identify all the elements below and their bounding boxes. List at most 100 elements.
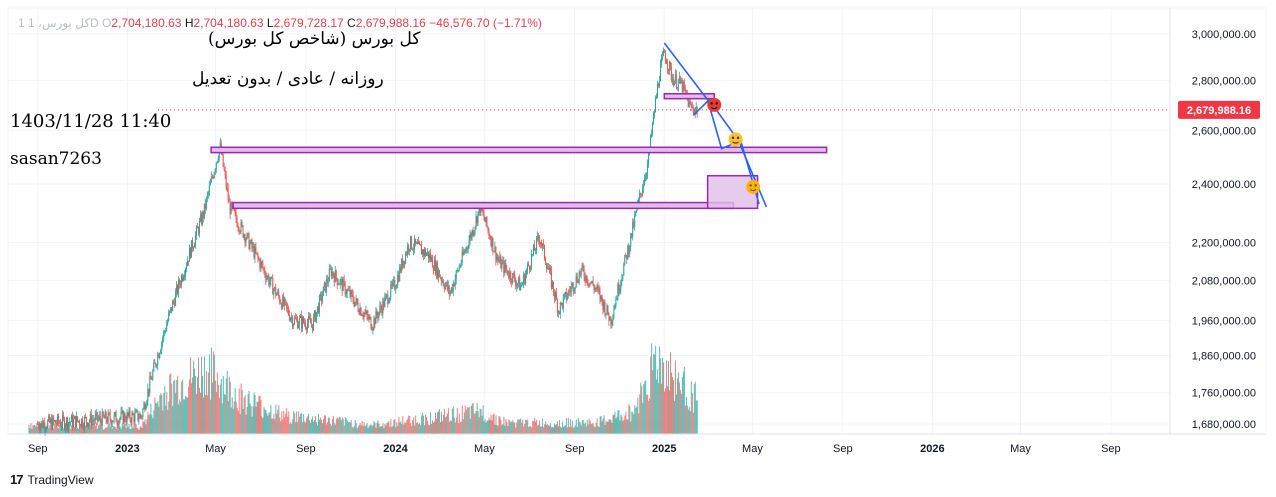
candle-body — [68, 422, 70, 424]
last-price-line: 2,679,988.16 — [158, 100, 1260, 119]
candle-body — [89, 413, 91, 421]
candle-body — [334, 270, 336, 283]
candle-body — [408, 245, 410, 251]
volume-bar — [592, 423, 594, 434]
volume-bar — [380, 426, 382, 434]
candle-body — [470, 234, 472, 238]
secondary-path-line — [693, 98, 768, 208]
volume-bar — [484, 419, 486, 434]
candle-body — [462, 251, 464, 255]
candle-body — [569, 291, 571, 293]
volume-bar — [571, 420, 573, 434]
candle-body — [87, 423, 89, 427]
candle-body — [678, 76, 680, 81]
volume-bar — [151, 415, 153, 434]
candle-body — [512, 273, 514, 283]
volume-bar — [430, 411, 432, 434]
volume-bar — [323, 415, 325, 434]
volume-bar — [442, 414, 444, 434]
volume-bar — [280, 421, 282, 434]
candle-body — [134, 412, 136, 422]
volume-bar — [591, 423, 593, 434]
candle-body — [372, 327, 374, 331]
volume-bar — [433, 422, 435, 434]
candle-body — [258, 257, 260, 260]
candle-body — [135, 411, 137, 413]
volume-bar — [642, 402, 644, 434]
candle-body — [429, 253, 431, 261]
candle-body — [548, 267, 550, 270]
volume-bar — [53, 428, 55, 434]
candle-body — [108, 412, 110, 414]
candle-body — [424, 249, 426, 256]
volume-bar — [325, 424, 327, 434]
volume-bar — [334, 424, 336, 434]
candle-body — [437, 270, 439, 279]
candle-body — [325, 279, 327, 293]
candle-body — [139, 414, 141, 419]
volume-bar — [210, 347, 212, 434]
candle-body — [113, 414, 115, 421]
candle-body — [627, 246, 629, 260]
volume-bar — [408, 415, 410, 434]
candle-body — [412, 248, 414, 250]
volume-bar — [423, 415, 425, 434]
volume-bar — [421, 415, 423, 434]
candle-body — [433, 260, 435, 271]
candle-body — [681, 80, 683, 92]
candle-body — [677, 80, 679, 88]
volume-bar — [371, 426, 373, 434]
volume-bar — [542, 418, 544, 434]
volume-bar — [237, 410, 239, 434]
volume-bar — [491, 420, 493, 434]
candle-body — [184, 275, 186, 278]
time-axis[interactable]: Sep 2023 May Sep 2024 May Sep 2025 May Sep 2026 May… — [8, 433, 1266, 455]
candle-body — [402, 258, 404, 268]
candle-body — [380, 305, 382, 309]
candle-body — [634, 215, 636, 227]
tradingview-logo-icon[interactable]: 17 — [10, 472, 24, 487]
volume-bar — [583, 423, 585, 434]
candle-body — [281, 303, 283, 309]
volume-bar — [150, 403, 152, 434]
volume-bar — [502, 424, 504, 434]
candle-body — [355, 298, 357, 303]
drawings[interactable] — [210, 42, 828, 210]
volume-bar — [227, 401, 229, 434]
volume-bar — [114, 427, 116, 434]
price-tick-label: 2,080,000.00 — [1192, 275, 1256, 287]
candle-body — [643, 185, 645, 189]
candle-body — [461, 251, 463, 263]
volume-bar — [548, 425, 550, 434]
candle-body — [411, 236, 413, 249]
candle-body — [107, 412, 109, 423]
volume-bar — [584, 422, 586, 434]
price-axis[interactable]: 3,000,000.00 2,800,000.00 2,600,000.00 2,40… — [1169, 8, 1256, 434]
volume-bar — [270, 405, 272, 434]
volume-bar — [324, 415, 326, 434]
volume-bar — [489, 420, 491, 434]
volume-bar — [183, 399, 185, 434]
candle-body — [374, 317, 376, 325]
candle-body — [340, 279, 342, 281]
tradingview-brand[interactable]: TradingView — [27, 472, 94, 487]
candle-body — [616, 299, 618, 301]
volume-bar — [441, 421, 443, 434]
candle-body — [163, 331, 165, 339]
footer[interactable]: 17 TradingView — [10, 472, 94, 487]
volume-bar — [264, 409, 266, 434]
volume-bar — [133, 427, 135, 434]
candle-body — [596, 286, 598, 289]
volume-bar — [439, 422, 441, 434]
volume-bar — [160, 393, 162, 434]
volume-bar — [63, 428, 65, 434]
candle-body — [165, 331, 167, 333]
candle-body — [351, 290, 353, 295]
volume-bar — [159, 395, 161, 434]
volume-bar — [30, 423, 32, 434]
volume-bar — [505, 418, 507, 434]
candle-body — [445, 282, 447, 286]
candle-body — [260, 261, 262, 269]
volume-bar — [671, 377, 673, 434]
